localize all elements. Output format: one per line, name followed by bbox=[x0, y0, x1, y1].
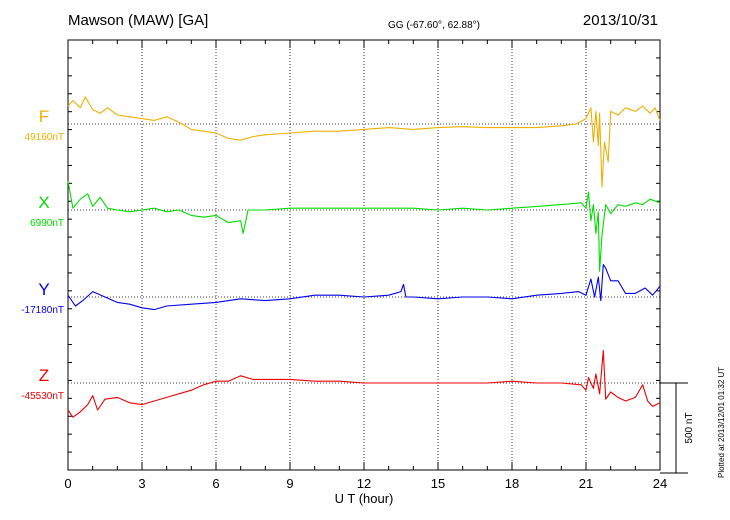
series-line-y bbox=[67, 264, 661, 311]
series-baseline-x: 6990nT bbox=[30, 218, 64, 229]
x-tick-label: 9 bbox=[286, 476, 293, 491]
plotted-at-note: Plotted at 2013/12/01 01:32 UT bbox=[717, 367, 726, 478]
series-name-x: X bbox=[38, 193, 49, 212]
series-line-f bbox=[67, 96, 661, 188]
x-tick-label: 24 bbox=[653, 476, 667, 491]
x-tick-label: 12 bbox=[357, 476, 371, 491]
x-tick-label: 15 bbox=[431, 476, 445, 491]
series-name-y: Y bbox=[38, 280, 49, 299]
series-labels: F 49160nT X 6990nT Y -17180nT Z -45530nT bbox=[21, 107, 64, 402]
x-axis-label: U T (hour) bbox=[335, 491, 394, 506]
series-baseline-z: -45530nT bbox=[21, 391, 64, 402]
x-tick-label: 6 bbox=[212, 476, 219, 491]
series-baseline-f: 49160nT bbox=[25, 132, 64, 143]
axis-ticks bbox=[67, 39, 661, 471]
series-lines bbox=[67, 96, 661, 418]
series-name-z: Z bbox=[39, 366, 49, 385]
vertical-grid bbox=[141, 40, 587, 470]
x-tick-label: 0 bbox=[64, 476, 71, 491]
plot-date: 2013/10/31 bbox=[583, 12, 658, 29]
station-title: Mawson (MAW) [GA] bbox=[68, 12, 208, 29]
x-tick-label: 18 bbox=[505, 476, 519, 491]
x-tick-label: 3 bbox=[138, 476, 145, 491]
plot-frame bbox=[67, 39, 661, 471]
scale-bar-label: 500 nT bbox=[684, 412, 695, 443]
series-line-z bbox=[67, 350, 661, 418]
x-tick-labels: 0 3 6 9 12 15 18 21 24 bbox=[64, 476, 667, 491]
series-line-x bbox=[67, 181, 661, 272]
series-name-f: F bbox=[39, 107, 49, 126]
series-baseline-y: -17180nT bbox=[21, 305, 64, 316]
station-coordinates: GG (-67.60°, 62.88°) bbox=[388, 20, 480, 31]
x-tick-label: 21 bbox=[579, 476, 593, 491]
scale-bar: 500 nT bbox=[660, 382, 695, 474]
